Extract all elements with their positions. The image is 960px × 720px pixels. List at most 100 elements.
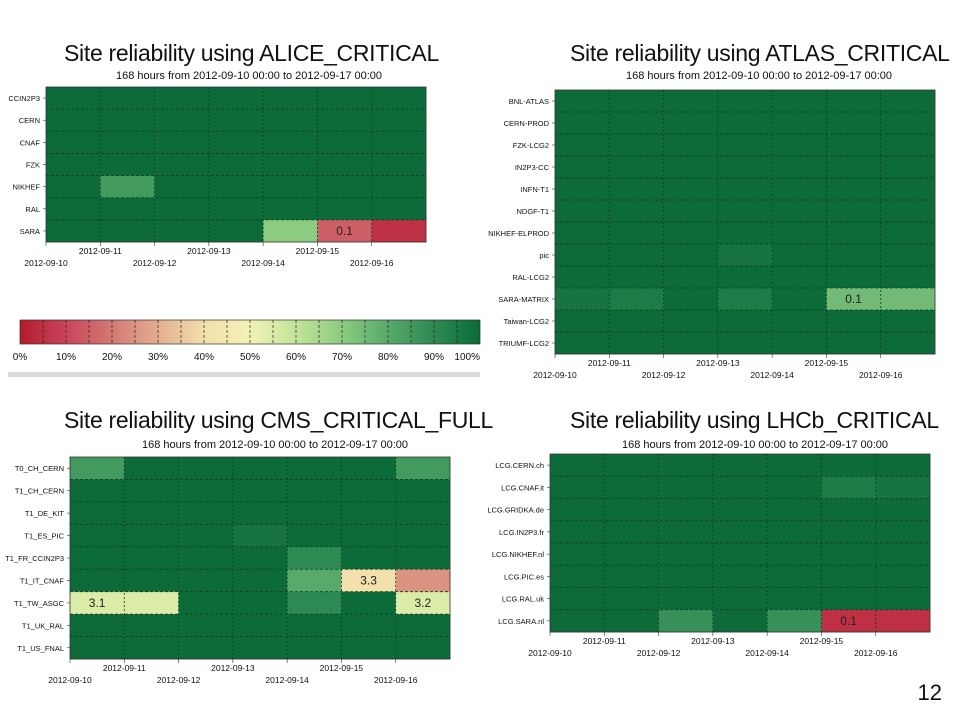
heatmap-cell xyxy=(70,636,125,660)
heatmap-cell xyxy=(717,310,773,333)
heatmap-cell xyxy=(712,454,768,477)
row-label: IN2P3-CC xyxy=(515,163,550,172)
heatmap-cell xyxy=(826,244,882,267)
heatmap-cell xyxy=(46,153,101,176)
heatmap-cell xyxy=(287,524,342,548)
heatmap-cell xyxy=(341,614,397,637)
row-label: NIKHEF-ELPROD xyxy=(488,229,549,238)
legend-tick-label: 80% xyxy=(378,352,398,363)
heatmap-cell xyxy=(154,87,210,110)
heatmap-cell xyxy=(395,457,451,480)
heatmap-cell xyxy=(371,175,427,199)
heatmap-cell xyxy=(371,109,427,132)
heatmap-cell xyxy=(663,156,719,179)
heatmap-cell xyxy=(208,109,264,132)
row-label: T0_CH_CERN xyxy=(15,464,64,473)
reliability-color-legend: 0% 10% 20% 30% 40% 50% 60% 70% 80% 90% 100% xyxy=(8,319,481,377)
heatmap-cell xyxy=(317,87,373,110)
heatmap-cell xyxy=(208,153,264,176)
heatmap-cell xyxy=(717,222,773,245)
heatmap-cell xyxy=(609,134,664,157)
heatmap-cell xyxy=(555,288,610,311)
heatmap-cell xyxy=(154,219,210,243)
heatmap-cell xyxy=(712,587,768,611)
heatmap-cell xyxy=(263,219,318,243)
heatmap-cell xyxy=(317,197,373,221)
heatmap-cell xyxy=(70,591,125,615)
row-label: BNL-ATLAS xyxy=(509,97,549,106)
heatmap-cell xyxy=(609,310,664,333)
x-tick-label: 2012-09-14 xyxy=(265,675,309,685)
heatmap-cell xyxy=(875,565,931,588)
heatmap-cell xyxy=(100,175,155,199)
heatmap-cell xyxy=(772,332,827,355)
heatmap-cell xyxy=(712,565,768,588)
legend-tick-label: 10% xyxy=(56,352,76,363)
x-tick-label: 2012-09-14 xyxy=(241,258,285,268)
heatmap-cell xyxy=(178,546,234,570)
heatmap-cell xyxy=(767,454,822,477)
heatmap-cell xyxy=(341,501,397,525)
heatmap-cell xyxy=(46,109,101,132)
heatmap-cell xyxy=(826,200,882,223)
heatmap-cell xyxy=(658,609,714,633)
row-label: LCG.IN2P3.fr xyxy=(499,528,545,537)
heatmap-cell xyxy=(880,90,936,113)
heatmap-cell xyxy=(46,87,101,110)
x-tick-label: 2012-09-12 xyxy=(637,648,681,658)
heatmap-cell xyxy=(604,454,659,477)
x-tick-label: 2012-09-16 xyxy=(350,258,394,268)
heatmap-cell xyxy=(555,134,610,157)
x-tick-label: 2012-09-13 xyxy=(187,246,231,256)
heatmap-cell xyxy=(767,520,822,544)
heatmap-cell xyxy=(100,131,155,154)
x-tick-label: 2012-09-16 xyxy=(854,648,898,658)
heatmap-cell xyxy=(663,222,719,245)
heatmap-cell xyxy=(178,614,234,637)
heatmap-cell xyxy=(821,520,877,544)
cell-annotation: 3.1 xyxy=(89,596,106,610)
row-label: T1_FR_CCIN2P3 xyxy=(5,554,64,563)
heatmap-cell xyxy=(555,310,610,333)
heatmap-cell xyxy=(772,310,827,333)
heatmap-cell xyxy=(880,112,936,135)
heatmap-cell xyxy=(717,178,773,201)
cell-annotation: 0.1 xyxy=(840,614,857,628)
heatmap-cell xyxy=(767,565,822,588)
row-label: NIKHEF xyxy=(12,183,40,192)
heatmap-cell xyxy=(772,244,827,267)
heatmap-cell xyxy=(880,244,936,267)
heatmap-cell xyxy=(712,498,768,522)
heatmap-cell xyxy=(263,131,318,154)
heatmap-cell xyxy=(124,614,179,637)
x-tick-label: 2012-09-11 xyxy=(588,358,631,368)
row-label: pic xyxy=(539,251,549,260)
heatmap-cell xyxy=(317,109,373,132)
heatmap-cell xyxy=(875,543,931,566)
heatmap-cell xyxy=(604,476,659,499)
heatmap-cell xyxy=(154,153,210,176)
heatmap-cell xyxy=(604,565,659,588)
x-tick-label: 2012-09-11 xyxy=(583,636,626,646)
x-tick-label: 2012-09-10 xyxy=(24,258,68,268)
x-tick-label: 2012-09-11 xyxy=(103,663,146,673)
atlas-heatmap: BNL-ATLAS CERN-PROD FZK-LCG2 IN2P3-CC INFN-T… xyxy=(488,89,936,380)
heatmap-cell xyxy=(178,591,234,615)
heatmap-cell xyxy=(550,565,605,588)
heatmap-cell xyxy=(46,197,101,221)
heatmap-cell xyxy=(609,244,664,267)
legend-tick-label: 30% xyxy=(148,352,168,363)
x-tick-label: 2012-09-11 xyxy=(79,246,122,256)
heatmap-cell xyxy=(880,266,936,289)
heatmap-cell xyxy=(317,131,373,154)
heatmap-cell xyxy=(341,546,397,570)
heatmap-cell xyxy=(717,288,773,311)
row-label: RAL xyxy=(25,205,40,214)
heatmap-cell xyxy=(178,636,234,660)
plot-frame xyxy=(554,89,936,355)
heatmap-cell xyxy=(772,90,827,113)
heatmap-cell xyxy=(826,222,882,245)
heatmap-cell xyxy=(317,175,373,199)
cell-annotation: 0.1 xyxy=(845,292,862,306)
heatmap-cell xyxy=(663,200,719,223)
